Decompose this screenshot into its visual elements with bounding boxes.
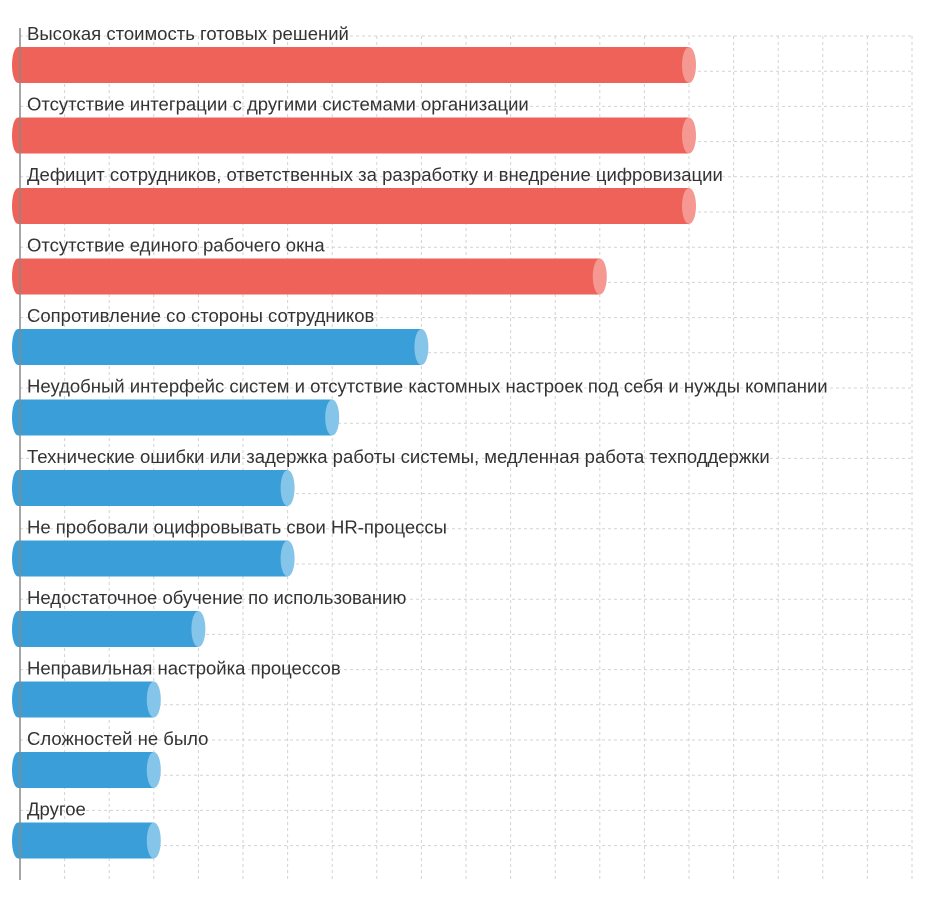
bar-end-cap [682, 117, 696, 154]
bar-end-cap [592, 258, 607, 295]
bar-end-cap [191, 611, 206, 647]
bar [18, 822, 154, 859]
category-label: Неправильная настройка процессов [27, 658, 341, 679]
bar [18, 188, 689, 224]
category-label: Неудобный интерфейс систем и отсутствие … [27, 376, 828, 397]
category-label: Сопротивление со стороны сотрудников [27, 305, 374, 326]
bar [18, 752, 154, 788]
bar-end-cap [146, 752, 161, 788]
bar [18, 47, 689, 83]
bar-end-cap [682, 47, 696, 83]
bar [18, 681, 154, 718]
category-label: Не пробовали оцифровывать свои HR-процес… [27, 517, 447, 538]
bar [18, 540, 288, 577]
category-label: Сложностей не было [27, 728, 208, 749]
bar [18, 258, 600, 295]
bar-end-cap [325, 399, 340, 436]
category-label: Дефицит сотрудников, ответственных за ра… [27, 164, 723, 185]
bar [18, 470, 288, 506]
category-label: Недостаточное обучение по использованию [27, 587, 406, 608]
bar-end-cap [280, 540, 295, 577]
bar-end-cap [682, 188, 696, 224]
category-label: Отсутствие единого рабочего окна [27, 235, 325, 256]
category-label: Технические ошибки или задержка работы с… [27, 446, 770, 467]
bar [18, 329, 422, 365]
bars [12, 47, 696, 859]
bar [18, 611, 199, 647]
bar-end-cap [146, 681, 161, 718]
bar [18, 399, 333, 436]
bar [18, 117, 689, 154]
bar-end-cap [414, 329, 429, 365]
category-label: Высокая стоимость готовых решений [27, 23, 349, 44]
category-label: Отсутствие интеграции с другими системам… [27, 94, 529, 115]
labels: Высокая стоимость готовых решений Отсутст… [27, 23, 828, 820]
bar-end-cap [280, 470, 295, 506]
category-label: Другое [27, 799, 86, 820]
bar-end-cap [146, 822, 161, 859]
